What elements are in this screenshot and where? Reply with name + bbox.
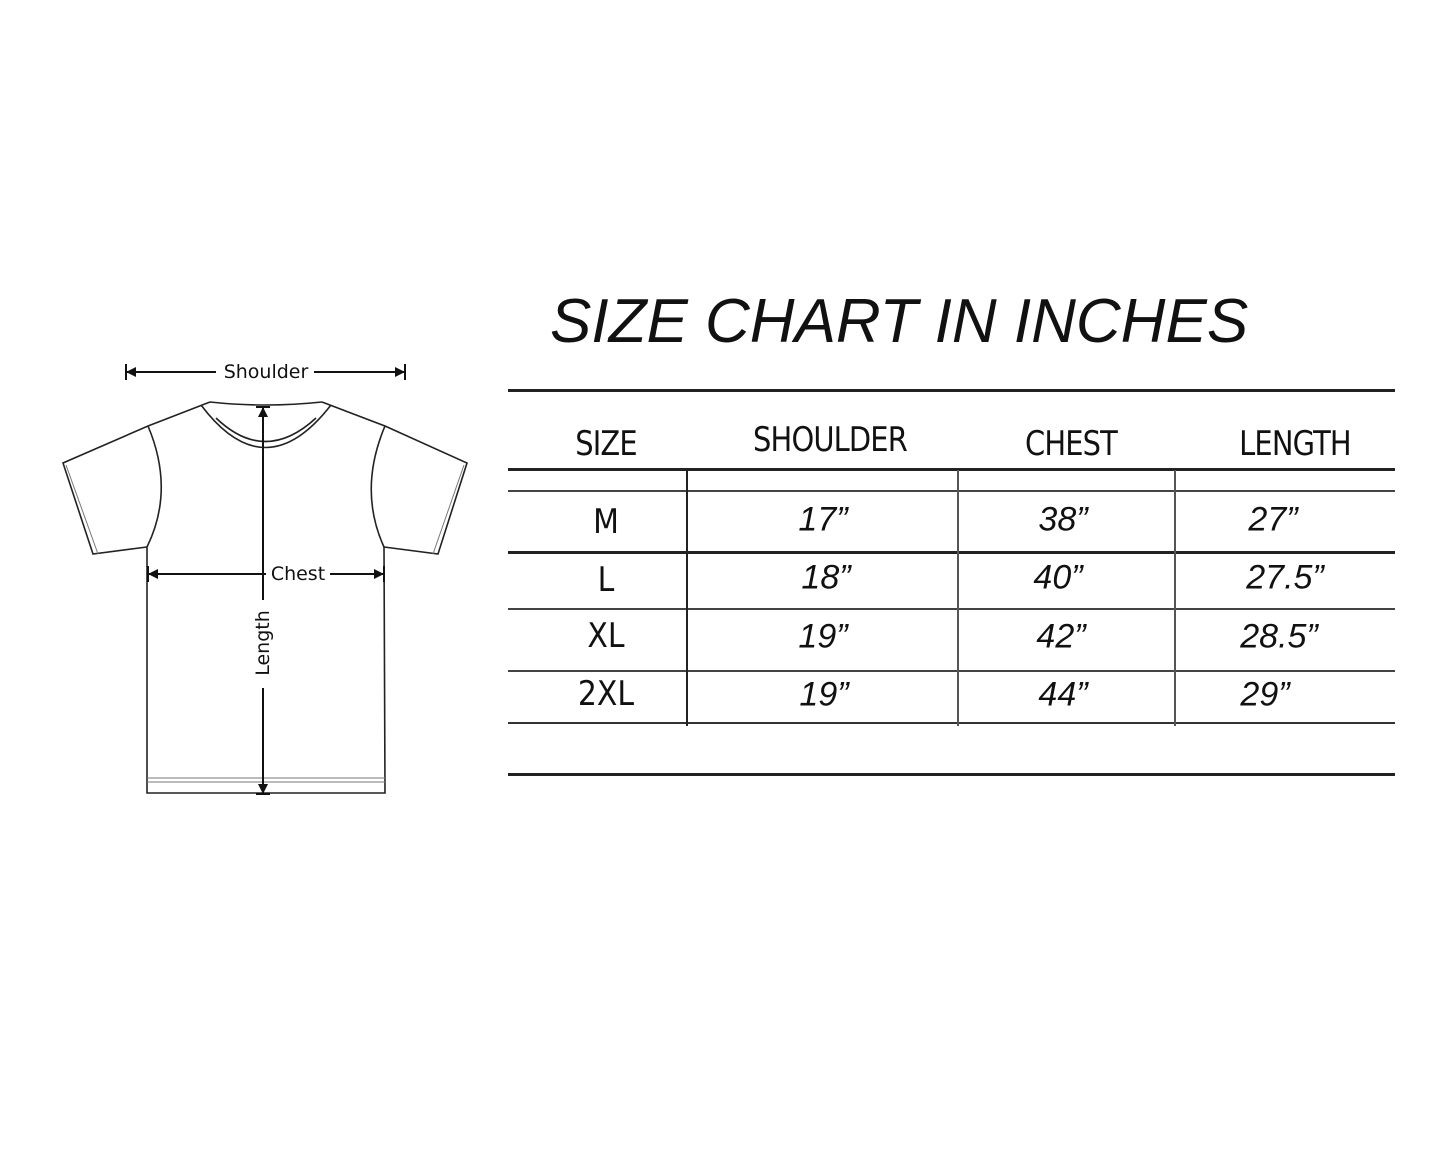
column-divider xyxy=(686,470,688,726)
shoulder-cell: 17” xyxy=(798,500,848,539)
header-length: LENGTH xyxy=(1239,424,1351,464)
length-cell: 27.5” xyxy=(1246,558,1324,597)
row-divider xyxy=(508,490,1395,492)
table-top-rule xyxy=(508,389,1395,392)
shoulder-cell: 18” xyxy=(801,558,851,597)
chest-cell: 44” xyxy=(1038,675,1088,714)
chest-label: Chest xyxy=(271,563,325,585)
size-cell: XL xyxy=(587,616,625,656)
header-shoulder: SHOULDER xyxy=(753,420,908,460)
row-divider xyxy=(508,670,1395,672)
column-divider xyxy=(1174,470,1176,726)
header-rule xyxy=(508,468,1395,471)
shoulder-label: Shoulder xyxy=(224,361,309,383)
length-cell: 27” xyxy=(1248,500,1298,539)
size-cell: L xyxy=(597,560,615,600)
row-divider xyxy=(508,608,1395,610)
table-bottom-rule xyxy=(508,773,1395,776)
shoulder-cell: 19” xyxy=(799,675,849,714)
chest-measure xyxy=(147,566,385,582)
chest-cell: 38” xyxy=(1038,500,1088,539)
size-cell: M xyxy=(593,502,619,542)
header-size: SIZE xyxy=(575,424,637,464)
chart-title: SIZE CHART IN INCHES xyxy=(550,287,1249,356)
row-divider xyxy=(508,551,1395,554)
column-divider xyxy=(957,470,959,726)
tshirt-outline xyxy=(62,401,468,794)
length-measure xyxy=(256,406,270,795)
length-label: Length xyxy=(252,610,274,676)
length-cell: 29” xyxy=(1240,675,1290,714)
header-chest: CHEST xyxy=(1025,424,1118,464)
shoulder-measure xyxy=(125,364,406,380)
size-cell: 2XL xyxy=(577,674,635,714)
shoulder-cell: 19” xyxy=(798,617,848,656)
row-divider xyxy=(508,722,1395,724)
chest-cell: 42” xyxy=(1036,617,1086,656)
chest-cell: 40” xyxy=(1033,558,1083,597)
length-cell: 28.5” xyxy=(1240,617,1318,656)
